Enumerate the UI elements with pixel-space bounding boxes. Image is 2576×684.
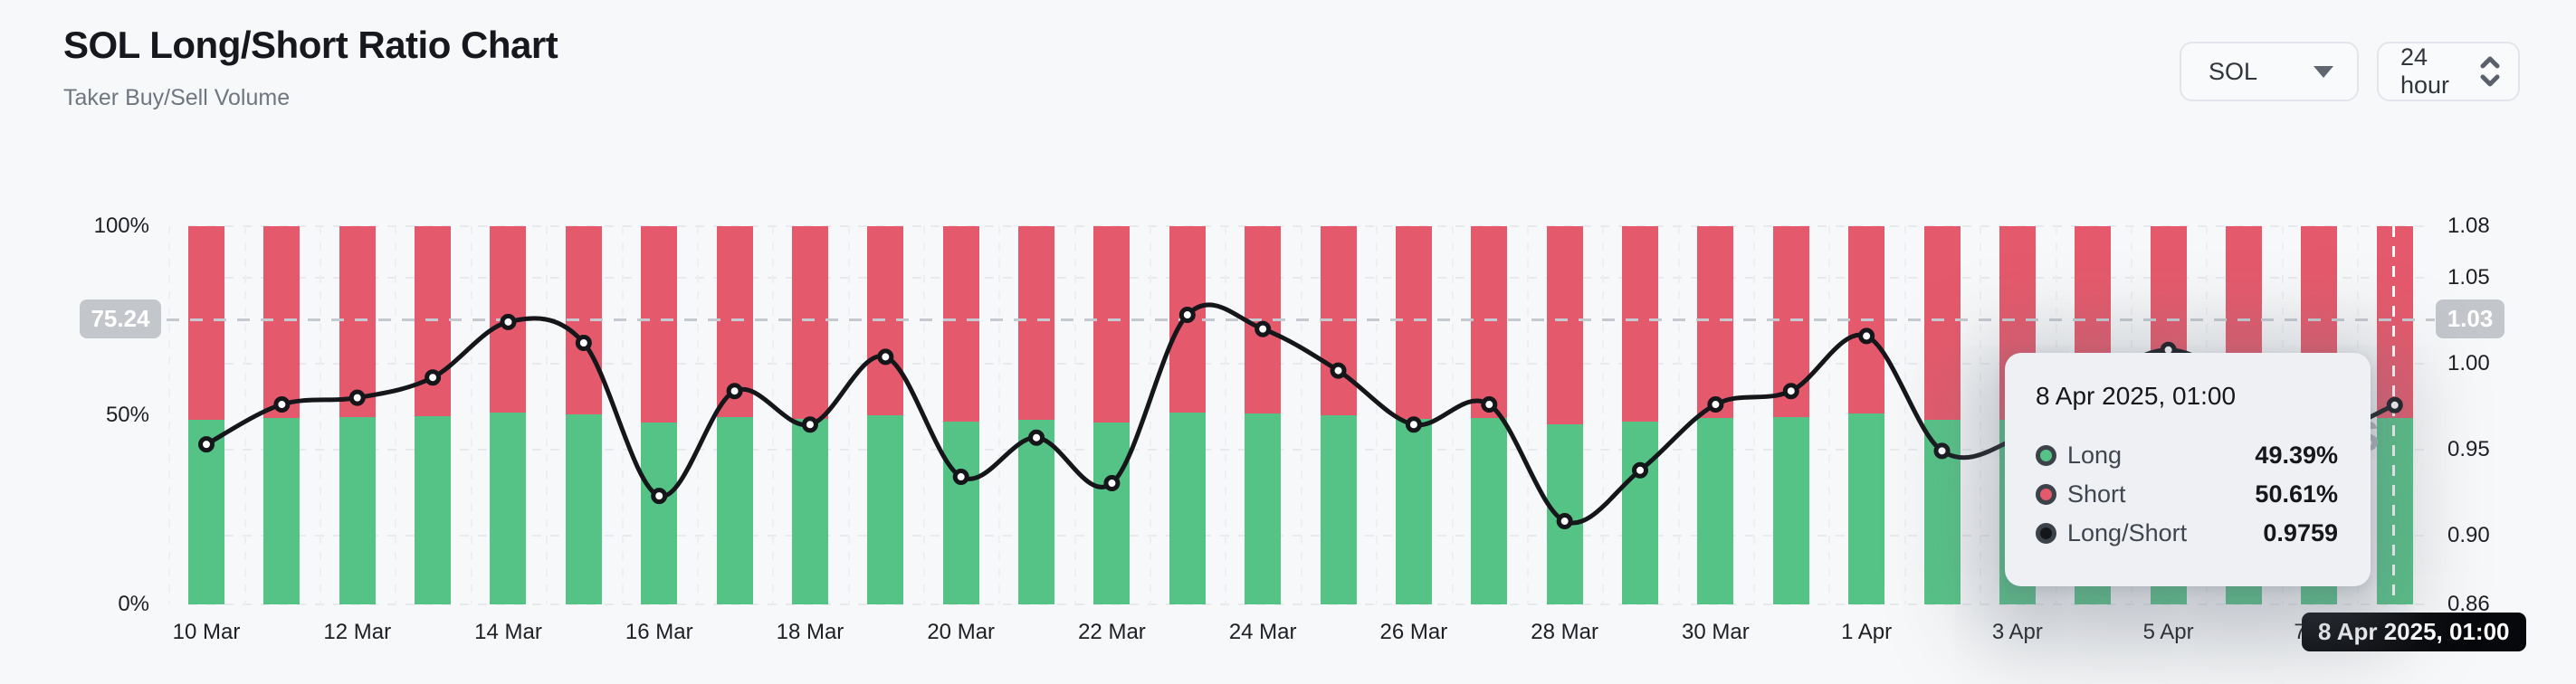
x-axis-tick: 22 Mar [1078,620,1146,644]
right-axis-tick: 1.05 [2447,265,2490,290]
long-series-icon [2036,445,2056,466]
tooltip-label: Long [2067,442,2123,469]
page-subtitle: Taker Buy/Sell Volume [63,85,291,110]
h-gridline [188,277,2426,279]
crosshair-date-badge: 8 Apr 2025, 01:00 [2302,613,2526,651]
left-axis-tick: 0% [118,592,149,616]
h-gridline [188,225,2426,227]
symbol-select-value: SOL [2209,57,2258,85]
x-axis-tick: 18 Mar [776,620,844,644]
x-axis-tick: 26 Mar [1379,620,1448,644]
right-axis-tick: 0.95 [2447,437,2490,461]
right-axis-tick: 0.86 [2447,592,2490,616]
right-axis-tick: 1.00 [2447,351,2490,375]
chevron-down-icon [2314,65,2333,78]
x-axis-tick: 14 Mar [474,620,542,644]
x-axis-tick: 10 Mar [172,620,241,644]
long-short-series-icon [2036,523,2056,544]
v-gridline [168,226,171,604]
interval-select[interactable]: 24 hour [2377,42,2520,101]
short-series-icon [2036,484,2056,505]
x-axis-tick: 3 Apr [1991,620,2043,644]
tooltip-row-ratio: Long/Short 0.9759 [2036,514,2338,553]
chart-tooltip: 8 Apr 2025, 01:00 Long 49.39% Short 50.6… [2005,353,2371,586]
x-axis-tick: 12 Mar [323,620,392,644]
left-axis-tick: 50% [105,403,149,427]
right-axis-tick: 0.90 [2447,523,2490,547]
x-axis-tick: 5 Apr [2142,620,2194,644]
interval-select-value: 24 hour [2400,43,2450,99]
left-axis-tick: 100% [93,214,149,238]
tooltip-value: 0.9759 [2263,519,2338,546]
x-axis-tick: 16 Mar [625,620,693,644]
x-axis-tick: 24 Mar [1228,620,1297,644]
crosshair-right-badge: 1.03 [2436,299,2504,338]
h-gridline [188,603,2426,605]
right-axis-tick: 1.08 [2447,214,2490,238]
x-axis-tick: 28 Mar [1531,620,1599,644]
x-axis-tick: 30 Mar [1682,620,1750,644]
tooltip-label: Short [2067,480,2126,508]
tooltip-date: 8 Apr 2025, 01:00 [2036,382,2237,410]
tooltip-row-short: Short 50.61% [2036,475,2338,514]
h-gridline [188,535,2426,537]
tooltip-row-long: Long 49.39% [2036,436,2338,475]
tooltip-value: 49.39% [2255,442,2338,469]
up-down-chevrons-icon [2478,53,2502,90]
symbol-select[interactable]: SOL [2180,42,2359,101]
tooltip-label: Long/Short [2067,519,2188,546]
x-axis-tick: 20 Mar [927,620,996,644]
crosshair-left-badge: 75.24 [80,299,161,338]
page-title: SOL Long/Short Ratio Chart [63,24,558,66]
tooltip-value: 50.61% [2255,480,2338,508]
x-axis-tick: 1 Apr [1841,620,1893,644]
